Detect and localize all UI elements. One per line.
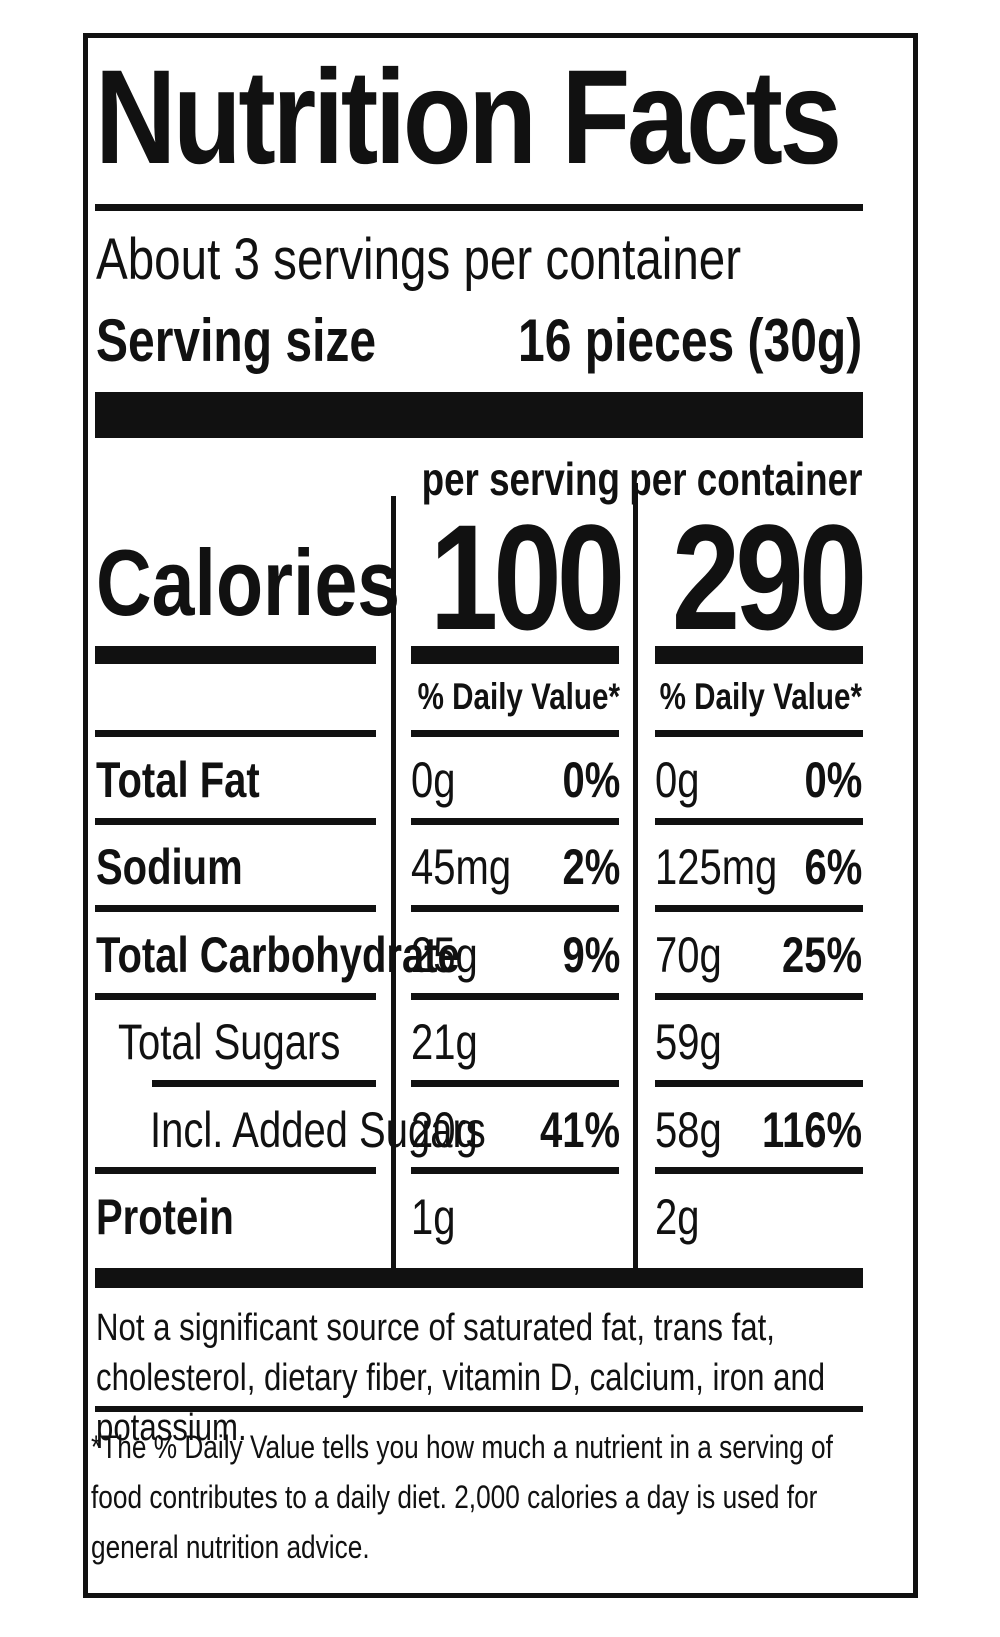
nutrient-amount-serving: 1g [411, 1189, 456, 1245]
nutrient-amount-serving: 0g [411, 752, 456, 808]
nutrient-name-protein: Protein [96, 1189, 234, 1245]
nutrient-amount-container: 2g [655, 1189, 700, 1245]
row-divider [655, 818, 863, 825]
calories-label: Calories [96, 530, 401, 635]
calories-bar-right [655, 646, 863, 664]
calories-bar-mid [411, 646, 619, 664]
nutrient-dv-serving: 41% [539, 1102, 620, 1158]
daily-value-header-serving: % Daily Value* [417, 676, 620, 717]
row-divider [95, 993, 376, 1000]
nutrient-amount-serving: 20g [411, 1102, 478, 1158]
row-divider [411, 818, 619, 825]
row-divider [95, 1167, 376, 1174]
row-divider [655, 993, 863, 1000]
per-serving-header: per serving [421, 453, 620, 505]
thick-divider-top [95, 392, 863, 438]
serving-size-value: 16 pieces (30g) [517, 307, 862, 374]
row-divider [411, 993, 619, 1000]
thick-divider-bottom [95, 1268, 863, 1288]
insignificant-sources-note: Not a significant source of saturated fa… [96, 1307, 826, 1449]
row-divider [411, 1080, 619, 1087]
calories-per-serving: 100 [429, 493, 625, 661]
servings-per-container: About 3 servings per container [96, 227, 742, 292]
calories-per-container: 290 [671, 493, 867, 661]
nutrient-dv-container: 25% [781, 927, 862, 983]
footnote-divider [95, 1406, 863, 1412]
row-divider [411, 1167, 619, 1174]
row-divider [655, 1080, 863, 1087]
row-divider [411, 905, 619, 912]
nutrient-amount-container: 70g [655, 927, 722, 983]
row-divider [95, 905, 376, 912]
row-divider [655, 730, 863, 737]
label-title: Nutrition Facts [95, 43, 842, 192]
nutrient-amount-container: 59g [655, 1014, 722, 1070]
per-container-header: per container [628, 453, 862, 505]
nutrient-amount-serving: 25g [411, 927, 478, 983]
calories-bar-left [95, 646, 376, 664]
row-divider [152, 1080, 376, 1087]
row-divider [655, 905, 863, 912]
nutrient-dv-container: 116% [761, 1102, 862, 1158]
nutrient-dv-serving: 2% [562, 839, 620, 895]
nutrient-dv-container: 6% [804, 839, 862, 895]
column-separator-right [633, 483, 638, 1268]
nutrient-amount-container: 58g [655, 1102, 722, 1158]
daily-value-header-container: % Daily Value* [659, 676, 862, 717]
daily-value-footnote: *The % Daily Value tells you how much a … [91, 1429, 833, 1565]
nutrient-dv-serving: 9% [562, 927, 620, 983]
nutrient-name-total-carbohydrate: Total Carbohydrate [96, 927, 460, 983]
nutrient-amount-serving: 21g [411, 1014, 478, 1070]
row-divider [655, 1167, 863, 1174]
nutrient-amount-container: 125mg [655, 839, 778, 895]
row-divider [411, 730, 619, 737]
column-separator-left [391, 496, 396, 1268]
nutrient-dv-serving: 0% [562, 752, 620, 808]
row-divider [95, 818, 376, 825]
nutrient-amount-container: 0g [655, 752, 700, 808]
nutrient-name-sodium: Sodium [96, 839, 243, 895]
row-divider [95, 730, 376, 737]
nutrient-name-added-sugars: Incl. Added Sugars [150, 1102, 486, 1158]
nutrient-dv-container: 0% [804, 752, 862, 808]
nutrition-label-frame [83, 33, 918, 1598]
title-divider [95, 204, 863, 211]
nutrient-amount-serving: 45mg [411, 839, 512, 895]
nutrient-name-total-fat: Total Fat [96, 752, 260, 808]
nutrient-name-total-sugars: Total Sugars [118, 1014, 341, 1070]
serving-size-label: Serving size [96, 307, 377, 374]
